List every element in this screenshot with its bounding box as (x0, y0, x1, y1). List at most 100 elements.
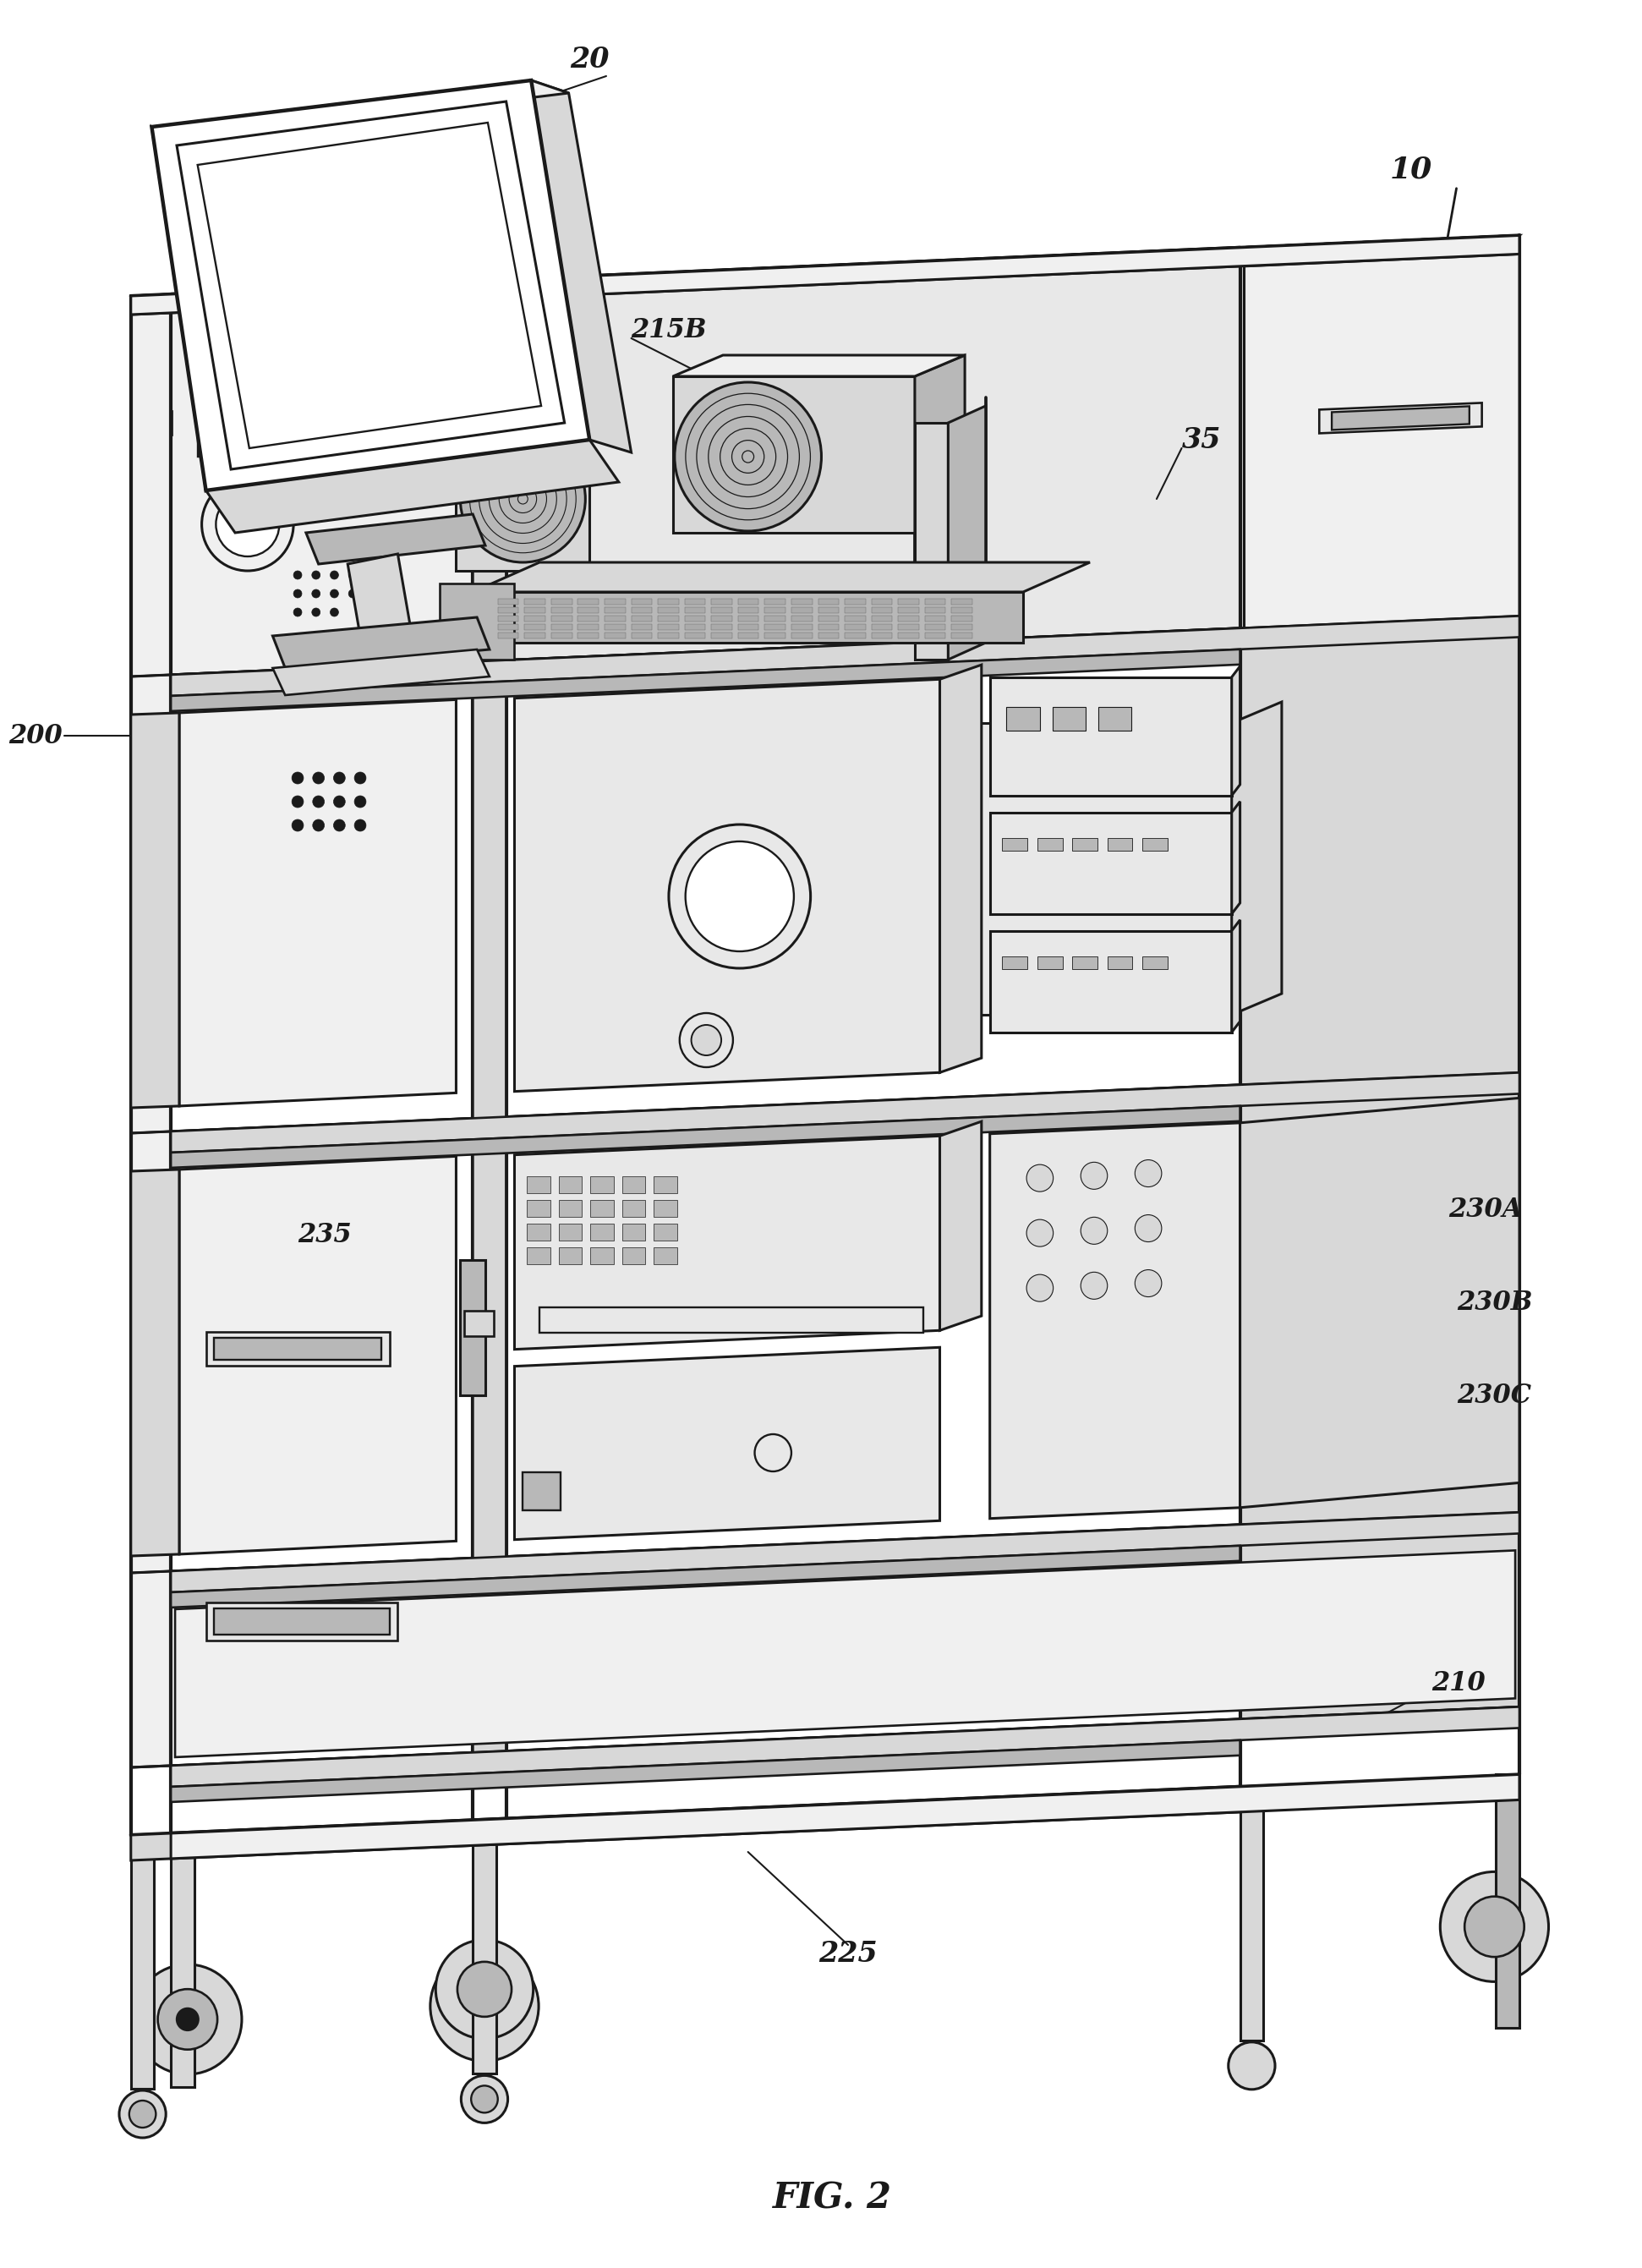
Bar (844, 608, 865, 612)
Circle shape (1026, 1220, 1053, 1247)
Bar (558, 1222, 581, 1241)
Bar (658, 624, 678, 631)
Bar (737, 624, 759, 631)
Polygon shape (273, 649, 489, 694)
Circle shape (1440, 1871, 1548, 1982)
Polygon shape (131, 295, 171, 1767)
Bar (898, 633, 920, 640)
Polygon shape (460, 1261, 486, 1395)
Polygon shape (473, 1821, 496, 2073)
Polygon shape (348, 553, 410, 635)
Polygon shape (706, 794, 857, 1014)
Circle shape (312, 572, 320, 578)
Polygon shape (171, 1547, 1240, 1608)
Bar (765, 615, 785, 621)
Circle shape (312, 771, 325, 785)
Bar (631, 624, 652, 631)
Polygon shape (990, 678, 1232, 796)
Bar (591, 1222, 614, 1241)
Polygon shape (131, 247, 1240, 315)
Circle shape (217, 492, 279, 556)
Circle shape (333, 819, 345, 832)
Bar (791, 615, 813, 621)
Polygon shape (1240, 236, 1519, 1719)
Bar (765, 608, 785, 612)
Polygon shape (151, 79, 589, 490)
Polygon shape (514, 680, 939, 1091)
Bar (924, 615, 946, 621)
Circle shape (120, 2091, 166, 2139)
Circle shape (348, 590, 356, 599)
Polygon shape (179, 1157, 456, 1554)
Circle shape (330, 608, 338, 617)
Polygon shape (213, 1608, 389, 1635)
Circle shape (330, 572, 338, 578)
Polygon shape (990, 812, 1232, 914)
Circle shape (675, 383, 821, 531)
Bar (1143, 837, 1167, 850)
Polygon shape (939, 1120, 982, 1331)
Circle shape (1228, 2041, 1276, 2089)
Bar (622, 1222, 645, 1241)
Bar (604, 608, 626, 612)
Bar (604, 615, 626, 621)
Polygon shape (176, 1551, 1516, 1758)
Polygon shape (213, 1338, 381, 1361)
Bar (591, 1247, 614, 1263)
Bar (658, 608, 678, 612)
Circle shape (292, 771, 304, 785)
Bar (924, 599, 946, 606)
Bar (791, 633, 813, 640)
Bar (737, 599, 759, 606)
Polygon shape (540, 1306, 923, 1331)
Circle shape (294, 590, 302, 599)
Circle shape (158, 1989, 217, 2050)
Circle shape (177, 2009, 199, 2030)
Bar (498, 624, 519, 631)
Polygon shape (197, 122, 542, 449)
Bar (685, 624, 706, 631)
Circle shape (691, 1025, 721, 1055)
Circle shape (1135, 1216, 1161, 1243)
Bar (818, 608, 839, 612)
Circle shape (355, 771, 366, 785)
Polygon shape (530, 79, 631, 451)
Polygon shape (205, 1603, 397, 1640)
Circle shape (1080, 1218, 1107, 1245)
Bar (685, 633, 706, 640)
Bar (951, 615, 972, 621)
Circle shape (355, 796, 366, 807)
Bar (552, 633, 571, 640)
Text: 230C: 230C (1456, 1381, 1532, 1408)
Bar (951, 608, 972, 612)
Polygon shape (456, 426, 589, 572)
Circle shape (1135, 1270, 1161, 1297)
Bar (1072, 837, 1097, 850)
Bar (558, 1177, 581, 1193)
Bar (844, 599, 865, 606)
Circle shape (348, 572, 356, 578)
Text: 230A: 230A (1448, 1195, 1522, 1222)
Polygon shape (131, 236, 1519, 315)
Polygon shape (1245, 254, 1519, 628)
Polygon shape (1232, 667, 1240, 796)
Polygon shape (171, 1073, 1519, 1152)
Polygon shape (273, 617, 489, 669)
Circle shape (471, 2087, 498, 2114)
Text: 215B: 215B (631, 318, 708, 342)
Polygon shape (171, 1513, 1519, 1592)
Bar (622, 1247, 645, 1263)
Text: 225: 225 (819, 1939, 877, 1966)
Polygon shape (151, 79, 568, 141)
Circle shape (1465, 1896, 1524, 1957)
Circle shape (460, 435, 585, 562)
Polygon shape (171, 236, 1519, 522)
Bar (791, 599, 813, 606)
Polygon shape (131, 1835, 154, 2089)
Bar (552, 608, 571, 612)
Polygon shape (1496, 1774, 1519, 2028)
Bar (791, 608, 813, 612)
Bar (552, 615, 571, 621)
Bar (498, 608, 519, 612)
Polygon shape (506, 247, 1240, 660)
